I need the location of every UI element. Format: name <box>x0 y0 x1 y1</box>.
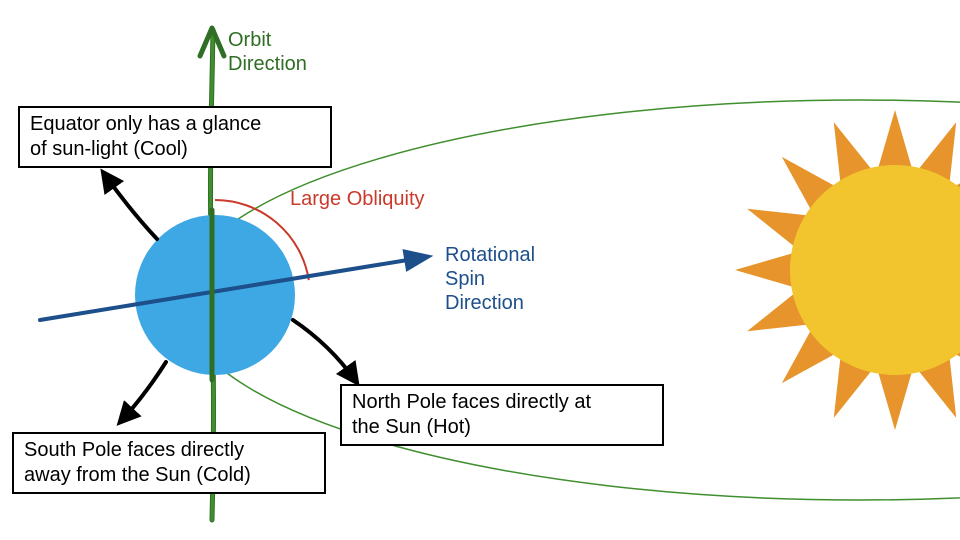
north-pole-label-box: North Pole faces directly atthe Sun (Hot… <box>340 384 664 446</box>
south-pole-label-box: South Pole faces directlyaway from the S… <box>12 432 326 494</box>
north-pole-label-text: North Pole faces directly atthe Sun (Hot… <box>352 391 591 438</box>
obliquity-label: Large Obliquity <box>290 187 425 211</box>
south-pole-label-text: South Pole faces directlyaway from the S… <box>24 439 251 486</box>
spin-direction-label: RotationalSpinDirection <box>445 243 535 315</box>
equator-label-text: Equator only has a glanceof sun-light (C… <box>30 113 261 160</box>
orbit-direction-label: OrbitDirection <box>228 28 307 76</box>
equator-label-box: Equator only has a glanceof sun-light (C… <box>18 106 332 168</box>
